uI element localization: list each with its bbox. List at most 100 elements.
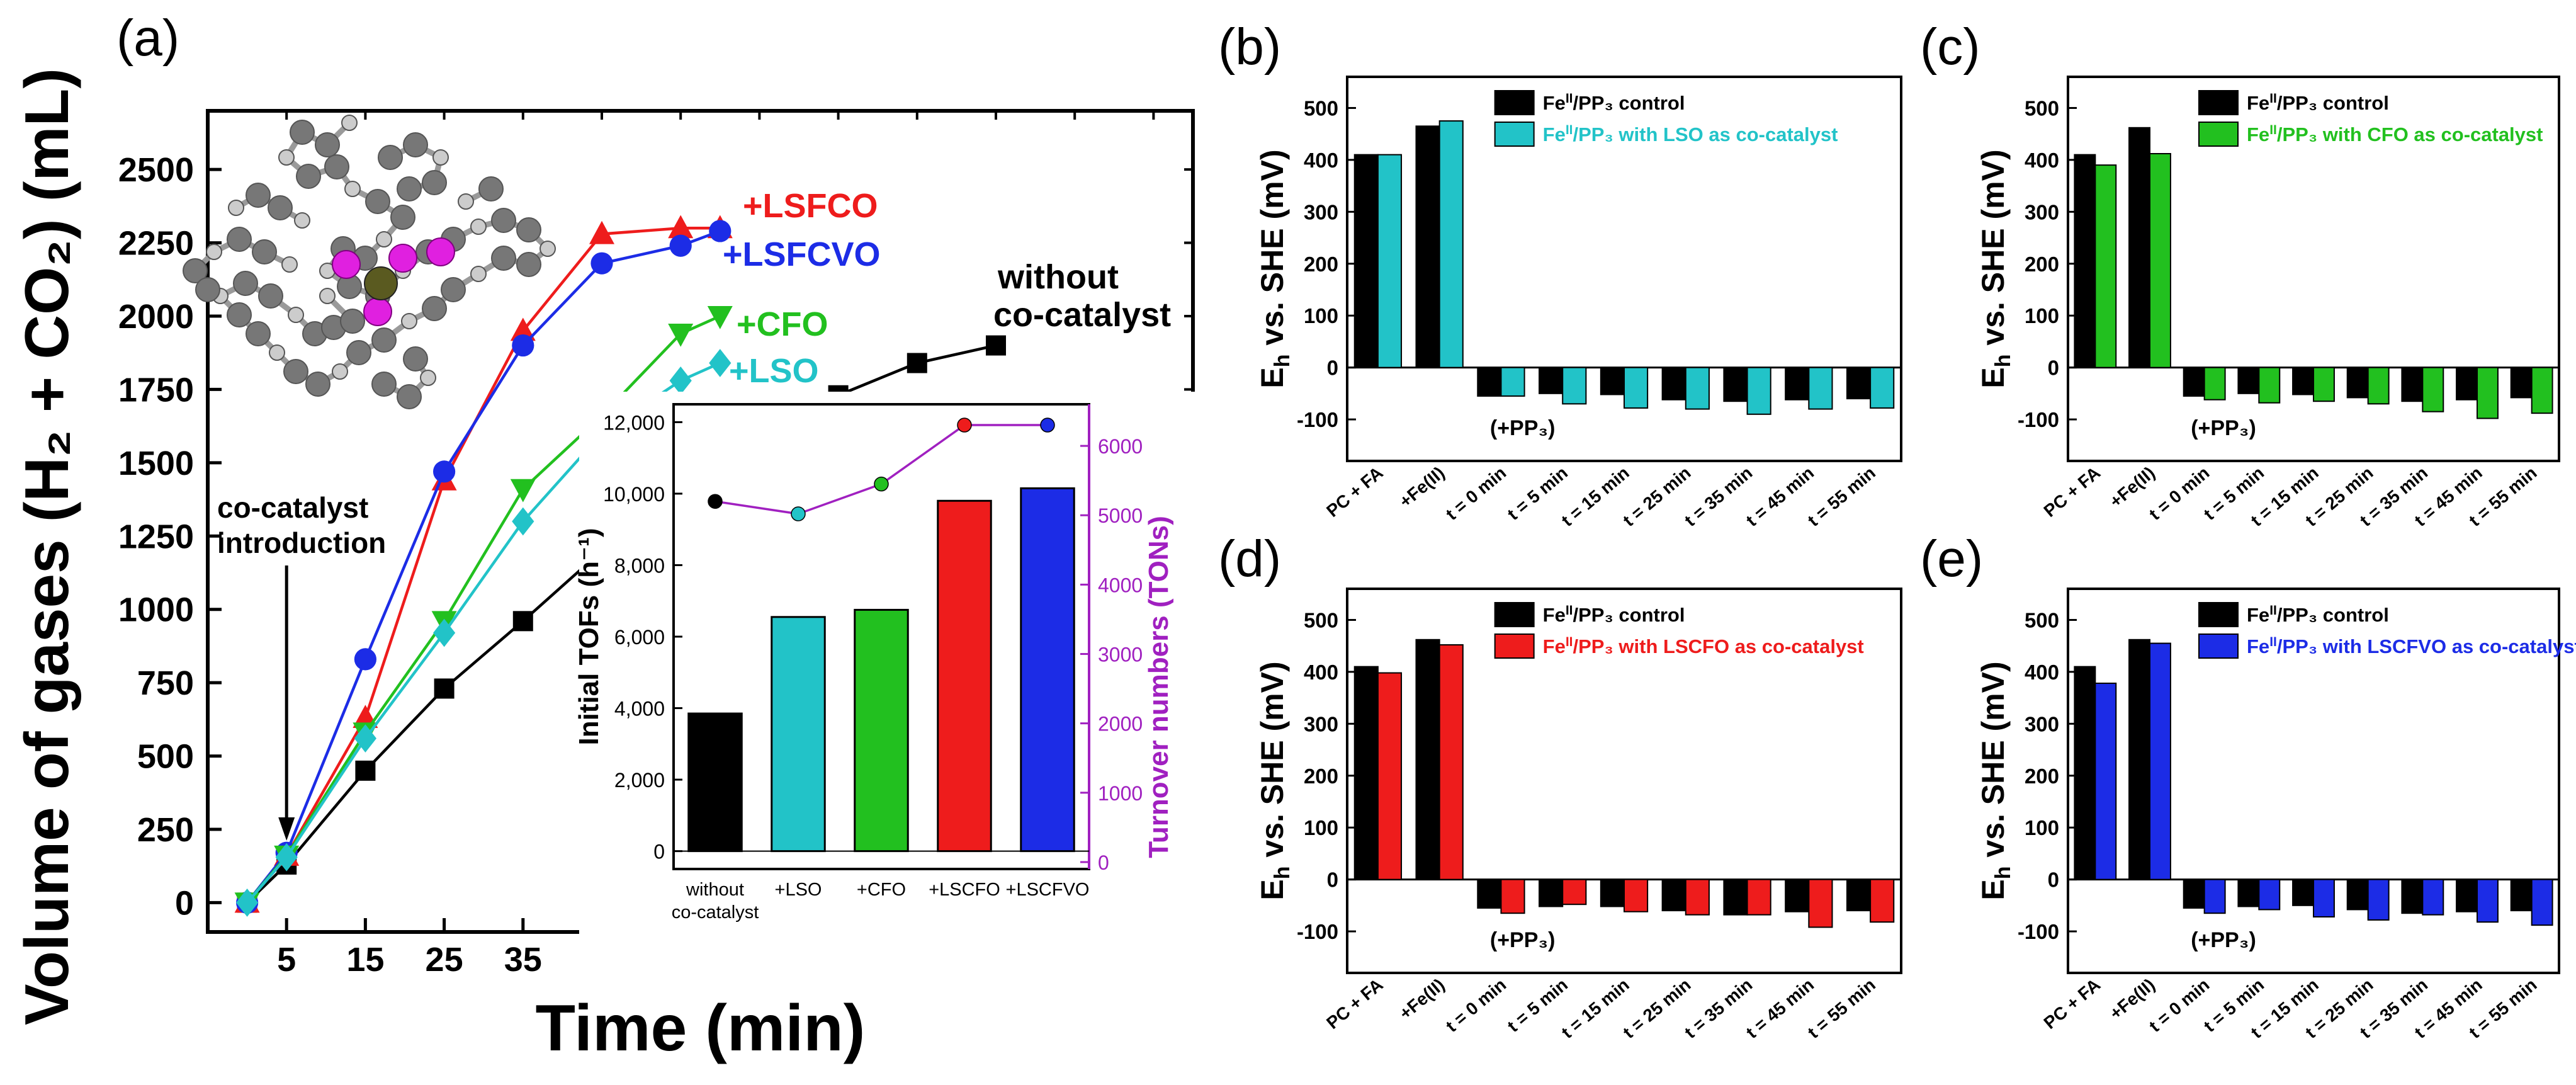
molecule-carbon-atom (233, 271, 258, 296)
bar-fe-ii-pp-with-lso-as-co-catalyst-t-55-min (1870, 366, 1895, 409)
bar-fe-ii-pp-with-lscfvo-as-co-catalyst-pc-fa (2094, 683, 2117, 880)
molecule-hydrogen-atom (470, 266, 487, 282)
y-tick-label: 0 (1327, 868, 1338, 892)
data-point (669, 366, 692, 395)
molecule-hydrogen-atom (294, 212, 310, 229)
bar-fe-ii-pp-control-pc-fa (1353, 154, 1379, 368)
molecule-carbon-atom (378, 145, 403, 170)
x-tick-label: PC + FA (1323, 463, 1387, 521)
y-tick-label: 0 (1327, 356, 1338, 380)
molecule-carbon-atom (478, 176, 504, 202)
bar-fe-ii-pp-with-lso-as-co-catalyst-t-35-min (1746, 366, 1771, 415)
y-tick-label: 100 (2025, 816, 2059, 839)
bar-fe-ii-pp-with-lso-as-co-catalyst-pc-fa (1377, 154, 1403, 368)
legend-label-fe-ii-pp-control: FeII/PP₃ control (1543, 603, 1685, 626)
y-axis-title: Eh vs. SHE (mV) (1975, 661, 2015, 900)
legend-label-fe-ii-pp-control: FeII/PP₃ control (1543, 91, 1685, 114)
molecule-carbon-atom (491, 208, 516, 233)
y-tick-label: 300 (1304, 200, 1338, 224)
data-point (669, 234, 692, 257)
bar-fe-ii-pp-control-fe-ii (1415, 639, 1440, 880)
inset-y-axis-title: Initial TOFs (h⁻¹) (573, 528, 604, 745)
legend-swatch-fe-ii-pp-with-lso-as-co-catalyst (1494, 122, 1535, 147)
molecule-hydrogen-atom (539, 241, 556, 257)
bar-fe-ii-pp-with-cfo-as-co-catalyst-t-25-min (2367, 366, 2390, 405)
inset-x-tick-label: co-catalyst (672, 902, 759, 923)
molecule-carbon-atom (397, 384, 422, 409)
molecule-carbon-atom (246, 321, 271, 346)
bar-fe-ii-pp-with-cfo-as-co-catalyst-t-15-min (2313, 366, 2335, 402)
molecule-carbon-atom (324, 154, 349, 179)
bar-fe-ii-pp-with-lscfvo-as-co-catalyst-t-0-min (2203, 878, 2226, 914)
y-tick-label: 1000 (118, 591, 194, 629)
x-tick-label: 15 (346, 941, 384, 979)
bar-fe-ii-pp-control-pc-fa (2074, 154, 2096, 368)
legend-swatch-fe-ii-pp-with-lscfvo-as-co-catalyst (2198, 633, 2239, 659)
molecule-hydrogen-atom (319, 288, 336, 304)
molecule-hydrogen-atom (281, 256, 298, 273)
bar-fe-ii-pp-control-t-35-min (1723, 878, 1748, 916)
bar-fe-ii-pp-with-lscfvo-as-co-catalyst-t-5-min (2258, 878, 2281, 911)
bar-fe-ii-pp-with-lso-as-co-catalyst-t-25-min (1685, 366, 1710, 410)
panel-e-frame (2067, 588, 2560, 974)
legend-swatch-fe-ii-pp-control (1494, 90, 1535, 115)
bar-fe-ii-pp-control-pc-fa (2074, 666, 2096, 880)
y-tick-label: 500 (137, 738, 194, 776)
legend-swatch-fe-ii-pp-with-lscfo-as-co-catalyst (1494, 633, 1535, 659)
molecule-phosphorus-atom (426, 237, 455, 266)
inset-y2-tick-label: 3000 (1098, 644, 1143, 666)
bar-fe-ii-pp-control-t-55-min (1846, 878, 1872, 912)
y-tick-label: 100 (2025, 304, 2059, 327)
molecule-hydrogen-atom (288, 307, 304, 323)
x-tick-label: +Fe(II) (1396, 975, 1449, 1023)
bar-fe-ii-pp-control-t-45-min (1785, 366, 1810, 400)
inset-y-tick-label: 4,000 (614, 698, 665, 720)
data-point (433, 460, 456, 483)
panel-e: (e) -100 0 100 200 300 400 500 Eh vs. SHE (mV) PC… (1920, 530, 2576, 1042)
data-point (709, 349, 732, 377)
y-tick-label: 0 (175, 884, 194, 922)
series-label-cfo: +CFO (737, 305, 828, 343)
molecule-carbon-atom (422, 170, 447, 195)
y-tick-label: 500 (1304, 608, 1338, 632)
bar-fe-ii-pp-with-lso-as-co-catalyst-t-15-min (1624, 366, 1649, 409)
inset-x-tick-label: without (686, 880, 744, 900)
inset-tof-ton: 0 2,000 4,000 6,000 8,000 10,000 12,000 0 1000 20… (573, 392, 1202, 989)
annotation-pp3: (+PP₃) (1490, 928, 1556, 952)
bar-fe-ii-pp-with-lscfo-as-co-catalyst-fe-ii (1438, 644, 1464, 880)
panel-e-label: (e) (1920, 530, 1983, 588)
inset-ton-point (957, 418, 972, 433)
molecule-hydrogen-atom (432, 149, 449, 166)
bar-fe-ii-pp-control-t-45-min (1785, 878, 1810, 912)
molecule-carbon-atom (371, 327, 397, 353)
bar-fe-ii-pp-with-lscfvo-as-co-catalyst-t-35-min (2422, 878, 2444, 916)
y-tick-label: -100 (2018, 408, 2059, 431)
y-tick-label: 0 (2048, 868, 2059, 892)
y-tick-label: 300 (2025, 200, 2059, 224)
bar-fe-ii-pp-control-t-0-min (2183, 366, 2205, 397)
data-point (512, 334, 534, 357)
x-tick-label: t = 15 min (1557, 463, 1632, 530)
molecule-carbon-atom (246, 183, 271, 208)
y-tick-label: 400 (2025, 661, 2059, 684)
data-point (589, 220, 614, 244)
molecule-carbon-atom (258, 283, 283, 309)
series-label-lsfcvo: +LSFCVO (723, 236, 881, 273)
inset-y2-tick-label: 5000 (1098, 504, 1143, 527)
panel-d: (d) -100 0 100 200 300 400 500 Eh vs. SHE (mV) PC… (1218, 530, 1902, 1042)
molecule-carbon-atom (227, 302, 252, 327)
molecule-carbon-atom (283, 359, 308, 384)
y-axis-title: Eh vs. SHE (mV) (1255, 149, 1294, 388)
data-point (709, 220, 732, 242)
molecule-carbon-atom (183, 258, 208, 283)
series-label-lso: +LSO (729, 352, 819, 390)
x-tick-label: t = 45 min (1743, 975, 1817, 1042)
data-point (510, 317, 536, 341)
y-tick-label: 100 (1304, 304, 1338, 327)
bar-fe-ii-pp-control-t-15-min (2292, 366, 2314, 395)
x-tick-label: t = 35 min (1681, 463, 1756, 530)
y-tick-label: 200 (2025, 764, 2059, 788)
molecule-carbon-atom (365, 189, 390, 214)
bar-fe-ii-pp-control-t-5-min (2237, 878, 2260, 907)
